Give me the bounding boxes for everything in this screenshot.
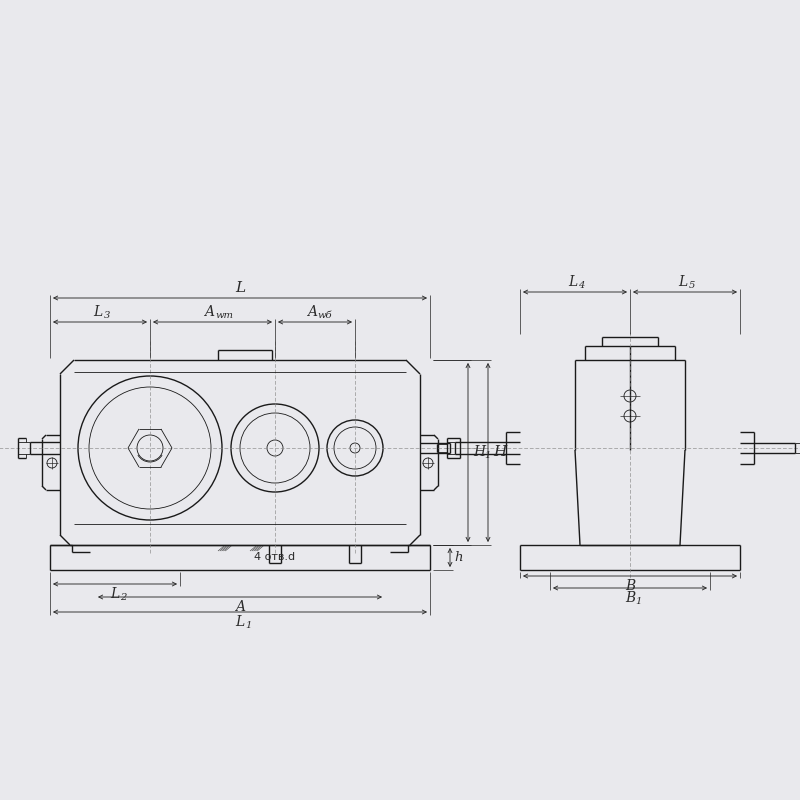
Text: 1: 1 (485, 451, 491, 461)
Text: A: A (307, 305, 317, 319)
Text: B: B (625, 591, 635, 605)
Text: 3: 3 (103, 311, 110, 320)
Text: B: B (625, 579, 635, 593)
Text: L: L (568, 275, 578, 289)
Text: 2: 2 (121, 593, 127, 602)
Text: h: h (454, 551, 463, 564)
Text: L: L (110, 587, 120, 601)
Text: H: H (473, 446, 485, 459)
Text: wт: wт (215, 311, 233, 320)
Text: 4: 4 (578, 281, 585, 290)
Text: L: L (235, 281, 245, 295)
Text: L: L (678, 275, 688, 289)
Text: 4 отв.d: 4 отв.d (254, 553, 295, 562)
Text: wб: wб (318, 311, 332, 320)
Text: 1: 1 (246, 621, 252, 630)
Text: L: L (94, 305, 102, 319)
Text: L: L (235, 615, 245, 629)
Text: 1: 1 (635, 597, 642, 606)
Text: A: A (205, 305, 214, 319)
Text: 5: 5 (689, 281, 695, 290)
Text: H: H (494, 446, 506, 459)
Text: A: A (235, 600, 245, 614)
